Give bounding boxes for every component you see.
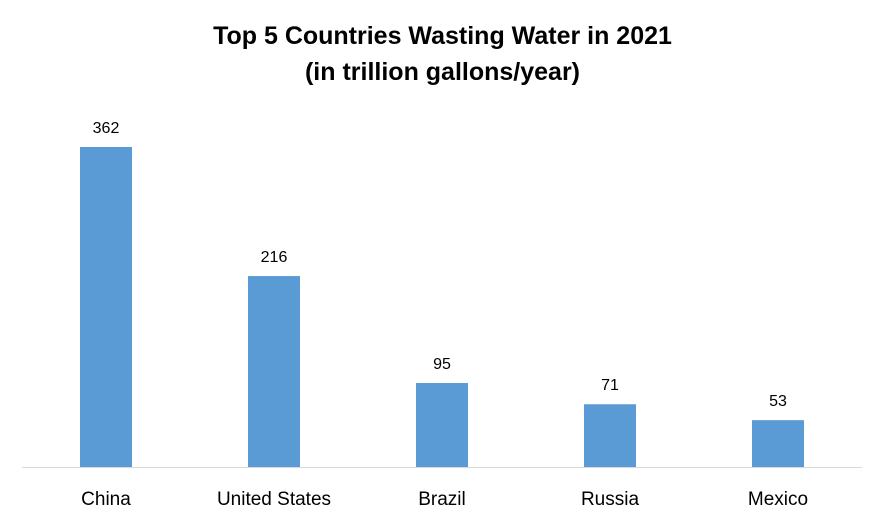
data-label: 95 — [433, 356, 451, 373]
chart-title: Top 5 Countries Wasting Water in 2021 — [213, 22, 672, 50]
bar-brazil — [416, 383, 468, 467]
x-tick-label: Brazil — [418, 489, 466, 510]
data-label: 362 — [93, 120, 120, 137]
bars-group — [80, 147, 804, 467]
data-labels-group: 362 216 95 71 53 — [93, 120, 787, 410]
data-label: 216 — [261, 249, 288, 266]
x-tick-labels-group: China United States Brazil Russia Mexico — [81, 489, 808, 510]
chart-subtitle: (in trillion gallons/year) — [304, 58, 581, 86]
x-tick-label: China — [81, 489, 131, 510]
bar-russia — [584, 404, 636, 467]
data-label: 71 — [601, 377, 619, 394]
data-label: 53 — [769, 393, 787, 410]
x-tick-label: United States — [217, 489, 331, 510]
bar-united-states — [248, 276, 300, 467]
bar-china — [80, 147, 132, 467]
x-tick-label: Russia — [581, 489, 640, 510]
x-tick-label: Mexico — [748, 489, 808, 510]
bar-mexico — [752, 420, 804, 467]
